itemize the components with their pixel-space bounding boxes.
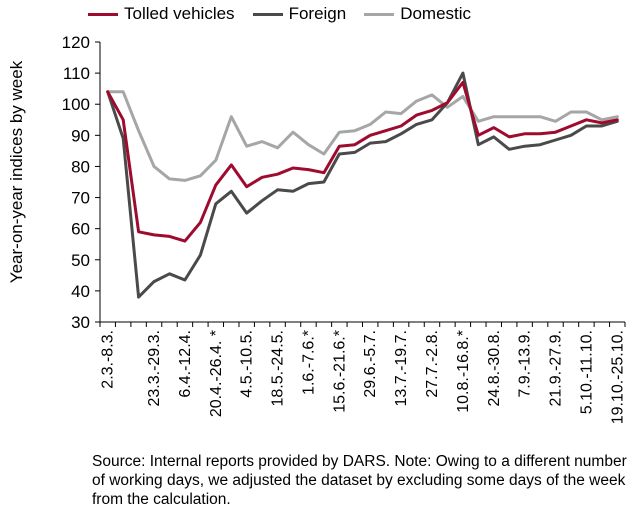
x-tick-label: 24.8.-30.8. (486, 330, 503, 407)
legend-label-foreign: Foreign (288, 4, 347, 23)
x-tick-label: 1.6.-7.6.* (300, 330, 317, 395)
legend-item-domestic: Domestic (364, 4, 471, 24)
x-tick-label: 21.9.-27.9. (548, 330, 565, 407)
line-chart: 30 40 50 60 70 80 90 100 110 120 2.3.-8.3. 23.3.-29… (7, 33, 626, 424)
y-tick-label: 100 (62, 95, 90, 114)
x-tick-label: 2.3.-8.3. (100, 330, 117, 389)
x-tick-label: 7.9.-13.9. (517, 330, 534, 398)
x-tick-label: 19.10.-25.10. (609, 330, 626, 424)
x-tick-label: 10.8.-16.8.* (455, 330, 472, 413)
x-tick-label: 15.6.-21.6.* (331, 330, 348, 413)
y-tick-label: 110 (63, 64, 90, 83)
y-tick-label: 50 (71, 251, 90, 270)
series-line-foreign (106, 71, 619, 299)
series-line-tolled-vehicles (106, 80, 619, 243)
legend-label-domestic: Domestic (400, 4, 472, 23)
x-tick-label: 18.5.-24.5. (270, 330, 287, 407)
legend: Tolled vehicles Foreign Domestic (88, 4, 471, 24)
legend-label-tolled: Tolled vehicles (124, 4, 235, 23)
legend-swatch-domestic (364, 12, 395, 16)
x-tick-label: 13.7.-19.7. (393, 330, 410, 407)
y-tick-label: 40 (71, 282, 90, 301)
x-tick-label: 29.6.-5.7. (362, 330, 379, 398)
source-note: Source: Internal reports provided by DAR… (92, 453, 627, 508)
x-tick-label: 27.7.-2.8. (424, 330, 441, 398)
legend-item-tolled: Tolled vehicles (88, 4, 235, 24)
legend-swatch-tolled (88, 12, 118, 16)
y-tick-label: 70 (71, 189, 90, 208)
series-line-domestic (106, 90, 619, 182)
x-tick-label: 23.3.-29.3. (146, 330, 163, 407)
y-tick-label: 120 (62, 33, 90, 52)
x-tick-label: 4.5.-10.5. (239, 330, 256, 398)
x-tick-label: 5.10.-11.10. (578, 330, 595, 414)
y-tick-label: 60 (71, 220, 90, 239)
y-tick-label: 80 (71, 157, 90, 176)
y-axis-title: Year-on-year indices by week (7, 60, 26, 283)
x-tick-label: 6.4.-12.4. (177, 330, 194, 398)
x-tick-label: 20.4.-26.4. * (208, 330, 225, 417)
y-tick-label: 90 (71, 126, 90, 145)
legend-swatch-foreign (252, 12, 283, 16)
legend-item-foreign: Foreign (252, 4, 347, 24)
y-tick-label: 30 (71, 313, 90, 332)
